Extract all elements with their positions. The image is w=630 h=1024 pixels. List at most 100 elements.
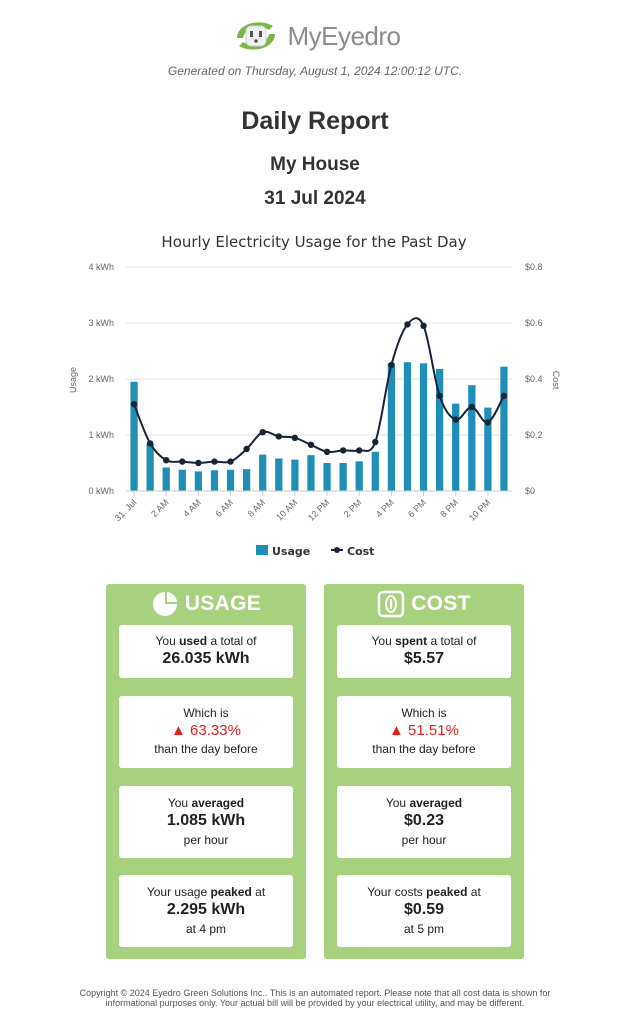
cost-total-value: $5.57 [403, 650, 445, 667]
y2-tick-label: $0 [525, 486, 535, 496]
cost-peak-value: $0.59 [403, 901, 445, 918]
y-axis-label: Usage [68, 367, 78, 393]
x-tick-label: 2 PM [342, 497, 364, 519]
report-date: 31 Jul 2024 [264, 188, 366, 209]
cost-point[interactable] [259, 429, 266, 436]
cost-point[interactable] [484, 419, 492, 426]
usage-bar[interactable] [307, 455, 315, 491]
y2-tick-label: $0.2 [525, 430, 543, 440]
usage-bar[interactable] [291, 459, 299, 491]
usage-chart-svg: Hourly Electricity Usage for the Past Da… [68, 233, 561, 558]
usage-bar[interactable] [339, 463, 347, 491]
cost-point[interactable] [388, 361, 395, 369]
usage-bar[interactable] [194, 471, 202, 491]
x-tick-label: 6 AM [213, 497, 235, 519]
usage-panel: USAGE You used a total of 26.035 kWh Whi… [106, 584, 306, 959]
cost-panel: COST You spent a total of $5.57 Which is… [324, 584, 524, 959]
usage-bar[interactable] [226, 469, 235, 491]
cost-point[interactable] [179, 458, 186, 465]
cost-point[interactable] [356, 447, 363, 454]
usage-bar[interactable] [387, 363, 395, 491]
usage-panel-header: USAGE [106, 584, 306, 624]
x-tick-label: 4 AM [181, 497, 203, 519]
usage-bar[interactable] [452, 403, 460, 491]
usage-bar[interactable] [275, 458, 283, 491]
usage-bar[interactable] [146, 443, 154, 491]
cost-point[interactable] [436, 392, 443, 399]
usage-bar[interactable] [243, 469, 251, 491]
cost-point[interactable] [307, 441, 315, 448]
cost-peak-card: Your costs peaked at $0.59 at 5 pm [337, 875, 511, 947]
legend-cost[interactable]: Cost [347, 545, 374, 558]
cost-average-card: You averaged $0.23 per hour [337, 786, 511, 858]
usage-bar[interactable] [419, 363, 428, 491]
chart-legend[interactable]: Usage Cost [256, 545, 374, 558]
cost-point[interactable] [452, 416, 459, 423]
outlet-icon [377, 590, 405, 618]
usage-bar[interactable] [259, 454, 267, 491]
y2-axis-label: Cost [551, 371, 561, 390]
generated-timestamp: Generated on Thursday, August 1, 2024 12… [167, 64, 463, 78]
usage-change-value: ▲ 63.33% [171, 722, 241, 739]
cost-point[interactable] [146, 440, 154, 447]
cost-point[interactable] [339, 447, 347, 454]
y2-tick-label: $0.4 [525, 374, 543, 384]
usage-bar[interactable] [436, 368, 444, 491]
chart-title: Hourly Electricity Usage for the Past Da… [161, 233, 466, 251]
cost-point[interactable] [195, 459, 202, 467]
cost-point[interactable] [211, 458, 218, 465]
x-tick-label: 6 PM [406, 497, 428, 519]
x-tick-label: 31. Jul [113, 497, 139, 523]
cost-point[interactable] [130, 401, 138, 408]
usage-bar[interactable] [468, 385, 476, 491]
cost-point[interactable] [468, 403, 475, 411]
cost-point[interactable] [243, 445, 250, 453]
x-tick-label: 2 AM [149, 497, 171, 519]
usage-chart: Hourly Electricity Usage for the Past Da… [0, 225, 630, 565]
x-tick-label: 10 AM [274, 497, 299, 522]
cost-point[interactable] [227, 458, 234, 465]
x-tick-label: 4 PM [374, 497, 396, 519]
cost-point[interactable] [163, 457, 170, 464]
usage-bar[interactable] [371, 451, 379, 491]
cost-point[interactable] [420, 322, 427, 329]
y-tick-label: 2 kWh [88, 374, 114, 384]
y2-tick-label: $0.6 [525, 318, 543, 328]
y-tick-label: 3 kWh [88, 318, 114, 328]
usage-average-value: 1.085 kWh [166, 812, 246, 829]
usage-heading: USAGE [184, 592, 262, 615]
cost-point[interactable] [372, 438, 379, 446]
cost-point[interactable] [275, 433, 282, 440]
x-tick-label: 8 PM [438, 497, 460, 519]
usage-bar[interactable] [403, 362, 412, 491]
page-title: Daily Report [241, 107, 389, 135]
y-tick-label: 1 kWh [88, 430, 114, 440]
usage-bar[interactable] [355, 461, 363, 491]
cost-point[interactable] [404, 321, 411, 328]
legend-cost-marker [334, 547, 340, 553]
cost-change-value: ▲ 51.51% [389, 722, 459, 739]
cost-point[interactable] [500, 392, 508, 399]
usage-bar[interactable] [500, 366, 508, 491]
cost-total-card: You spent a total of $5.57 [337, 625, 511, 678]
usage-bar[interactable] [162, 467, 170, 491]
usage-bar[interactable] [323, 463, 331, 491]
cost-point[interactable] [323, 448, 331, 455]
y-tick-label: 0 kWh [88, 486, 114, 496]
cost-panel-header: COST [324, 584, 524, 624]
usage-bar[interactable] [130, 381, 138, 491]
cost-point[interactable] [291, 434, 299, 441]
pie-chart-icon [152, 592, 177, 616]
usage-total-value: 26.035 kWh [162, 650, 250, 667]
usage-bar[interactable] [178, 469, 186, 491]
usage-peak-value: 2.295 kWh [166, 901, 246, 918]
usage-total-card: You used a total of 26.035 kWh [119, 625, 293, 678]
x-tick-label: 10 PM [467, 497, 492, 522]
usage-bar[interactable] [484, 407, 492, 491]
usage-bar[interactable] [210, 470, 219, 491]
usage-average-card: You averaged 1.085 kWh per hour [119, 786, 293, 858]
legend-usage[interactable]: Usage [272, 545, 310, 558]
cost-average-value: $0.23 [403, 812, 445, 829]
logo: MyEyedro [0, 14, 630, 58]
plug-logo-icon [237, 22, 276, 50]
